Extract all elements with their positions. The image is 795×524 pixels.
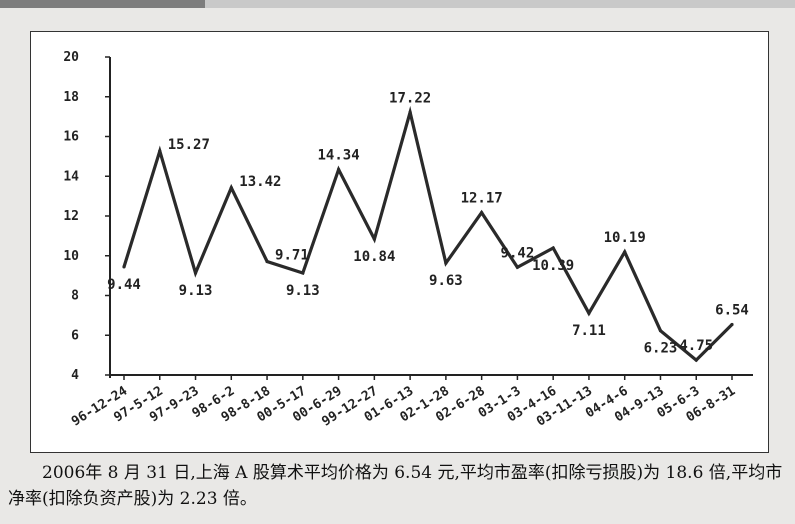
data-label: 7.11 [572,323,606,339]
data-point [372,237,376,241]
data-label: 9.42 [501,245,535,261]
data-label: 15.27 [168,137,210,153]
data-point [730,322,734,327]
y-tick-label: 8 [71,289,79,304]
series-line [122,105,734,363]
data-label: 9.63 [429,273,463,289]
data-point [265,259,269,264]
data-point [587,311,591,315]
data-point [444,261,448,265]
data-point [336,167,341,172]
y-tick-label: 18 [63,90,79,105]
figure-caption: 2006年 8 月 31 日,上海 A 股算术平均价格为 6.54 元,平均市盈… [8,463,783,509]
data-label: 17.22 [389,90,431,106]
y-tick-label: 20 [63,50,79,65]
data-label: 9.13 [286,283,320,299]
data-point [122,265,126,269]
data-label: 6.54 [715,303,749,319]
data-label: 9.13 [179,283,213,299]
data-point [658,329,663,333]
chart-frame: 20 18 16 14 12 10 8 6 4 96-12-24 97-5-12 97-9-23 98-… [30,31,769,453]
data-point [229,186,233,190]
data-point [694,358,698,362]
data-point [480,211,484,215]
y-tick-label: 10 [63,249,79,264]
data-point [193,271,198,275]
data-point [408,110,412,114]
y-tick-label: 14 [63,169,79,184]
data-label: 13.42 [239,174,281,190]
data-point [551,246,555,250]
y-tick-label: 12 [63,209,79,224]
data-point [158,149,162,153]
data-label: 9.44 [107,277,141,293]
data-label: 10.39 [532,258,574,274]
data-point [623,250,627,254]
data-point [515,265,520,269]
data-point [301,271,305,275]
data-label: 14.34 [318,147,360,163]
y-tick-label: 6 [71,328,79,343]
data-label: 4.75 [679,338,713,354]
y-tick-label: 16 [63,130,79,145]
data-label: 12.17 [461,191,503,207]
top-bar-dark-segment [0,0,205,8]
top-bar-light-segment [205,0,795,8]
line-chart: 20181614121086496-12-2497-5-1297-9-2398-… [63,50,753,430]
data-label: 6.23 [644,341,678,357]
data-label: 9.71 [275,248,309,264]
data-label: 10.19 [604,230,646,246]
y-tick-label: 4 [71,368,79,383]
data-label: 10.84 [353,249,395,265]
